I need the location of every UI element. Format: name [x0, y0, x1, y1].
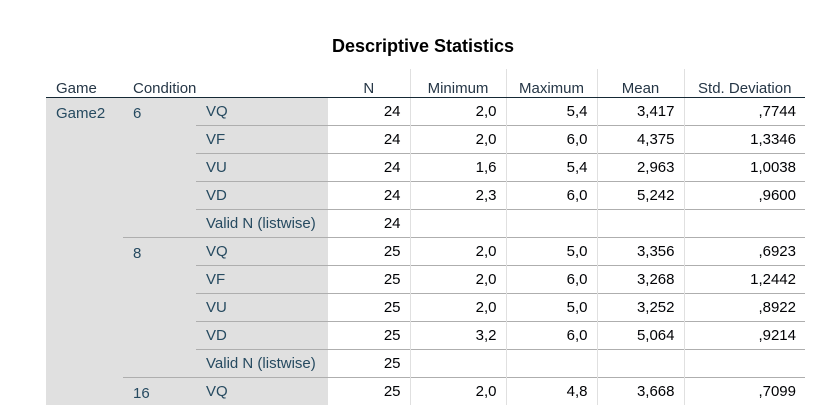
table-row: VD 24 2,3 6,0 5,242,9600: [46, 180, 805, 209]
variable-label: VQ: [196, 376, 328, 405]
variable-label: VU: [196, 292, 328, 321]
game-label: Game2: [46, 97, 123, 405]
std-deviation-cell: [683, 348, 805, 377]
std-deviation-cell: [683, 208, 805, 237]
minimum-cell: 2,0: [409, 97, 506, 125]
table-row: VF 25 2,0 6,0 3,268 1,2442: [46, 264, 805, 293]
variable-label: VU: [196, 152, 328, 181]
mean-cell: 5,064: [596, 320, 684, 349]
table-title: Descriptive Statistics: [331, 36, 515, 56]
minimum-cell: 1,6: [409, 152, 506, 181]
mean-cell: 2,963: [596, 152, 684, 181]
maximum-cell: 5,4: [505, 97, 597, 125]
table-row: 16 VQ 25 2,0 4,8 3,668,7099: [46, 376, 805, 405]
table-row: VU 25 2,0 5,0 3,252,8922: [46, 292, 805, 321]
table-row: Valid N (listwise) 25: [46, 348, 805, 377]
mean-cell: 3,417: [596, 97, 684, 125]
minimum-cell: [409, 348, 506, 377]
variable-label: Valid N (listwise): [196, 208, 328, 237]
table-row: VD 25 3,2 6,0 5,064,9214: [46, 320, 805, 349]
maximum-cell: 4,8: [505, 376, 597, 405]
std-deviation-cell: ,7744: [683, 97, 805, 125]
maximum-cell: [505, 348, 597, 377]
condition-label: 16: [123, 376, 196, 405]
table-row: Valid N (listwise) 24: [46, 208, 805, 237]
n-cell: 24: [328, 124, 410, 153]
mean-cell: 3,252: [596, 292, 684, 321]
n-cell: 24: [328, 208, 410, 237]
n-cell: 24: [383, 102, 401, 120]
variable-label: VD: [196, 320, 328, 349]
minimum-cell: 2,0: [409, 376, 506, 405]
variable-label: VF: [196, 124, 328, 153]
table-row: VU 24 1,6 5,4 2,963 1,0038: [46, 152, 805, 181]
minimum-cell: 3,2: [409, 320, 506, 349]
minimum-cell: 2,0: [409, 264, 506, 293]
std-deviation-cell: ,6923: [683, 236, 805, 265]
variable-label: Valid N (listwise): [196, 348, 328, 377]
n-cell: 25: [328, 320, 410, 349]
table-body: Game2 6 VQ 24 2,0 5,4 3,417,7744 VF 24 2,0 6,0 4,37…: [46, 97, 805, 405]
header-mean: Mean: [596, 69, 684, 98]
n-cell: 25: [328, 348, 410, 377]
mean-cell: [596, 348, 684, 377]
maximum-cell: 5,0: [505, 236, 597, 265]
condition-label: 8: [123, 236, 196, 377]
descriptive-statistics-table: Game Condition N Minimum Maximum Mean St…: [46, 69, 805, 405]
variable-label: VQ: [196, 97, 328, 125]
std-deviation-cell: 1,3346: [683, 124, 805, 153]
maximum-cell: 6,0: [505, 180, 597, 209]
maximum-cell: 6,0: [505, 264, 597, 293]
n-cell: 24: [328, 180, 410, 209]
table-row: Game2 6 VQ 24 2,0 5,4 3,417,7744: [46, 97, 805, 405]
header-n: N: [328, 69, 410, 98]
std-deviation-cell: 1,2442: [683, 264, 805, 293]
std-deviation-cell: ,7099: [683, 376, 805, 405]
mean-cell: 3,268: [596, 264, 684, 293]
std-deviation-cell: ,9600: [683, 180, 805, 209]
mean-cell: 5,242: [596, 180, 684, 209]
variable-label: VD: [196, 180, 328, 209]
header-std-deviation: Std. Deviation: [683, 69, 805, 98]
header-game: Game: [46, 69, 123, 98]
mean-cell: 3,668: [596, 376, 684, 405]
mean-cell: 3,356: [596, 236, 684, 265]
table-row: 8 VQ 25 2,0 5,0 3,356,6923: [46, 236, 805, 377]
maximum-cell: 5,4: [505, 152, 597, 181]
std-deviation-cell: ,8922: [683, 292, 805, 321]
minimum-cell: 2,0: [409, 292, 506, 321]
minimum-cell: 2,3: [409, 180, 506, 209]
std-deviation-cell: 1,0038: [683, 152, 805, 181]
header-condition: Condition: [123, 69, 328, 98]
n-cell: 25: [328, 264, 410, 293]
header-maximum: Maximum: [505, 69, 597, 98]
maximum-cell: [505, 208, 597, 237]
std-deviation-cell: ,9214: [683, 320, 805, 349]
minimum-cell: 2,0: [409, 236, 506, 265]
minimum-cell: 2,0: [409, 124, 506, 153]
n-cell: 25: [328, 292, 410, 321]
condition-label: 6: [123, 97, 196, 237]
table-row: VF 24 2,0 6,0 4,375 1,3346: [46, 124, 805, 153]
maximum-cell: 5,0: [505, 292, 597, 321]
n-cell: 24: [328, 152, 410, 181]
mean-cell: 4,375: [596, 124, 684, 153]
n-cell: 25: [328, 236, 410, 265]
header-row: Game Condition N Minimum Maximum Mean St…: [46, 69, 805, 98]
variable-label: VF: [196, 264, 328, 293]
n-cell: 25: [328, 376, 410, 405]
maximum-cell: 6,0: [505, 124, 597, 153]
header-minimum: Minimum: [409, 69, 506, 98]
variable-label: VQ: [196, 236, 328, 265]
mean-cell: [596, 208, 684, 237]
minimum-cell: [409, 208, 506, 237]
maximum-cell: 6,0: [505, 320, 597, 349]
